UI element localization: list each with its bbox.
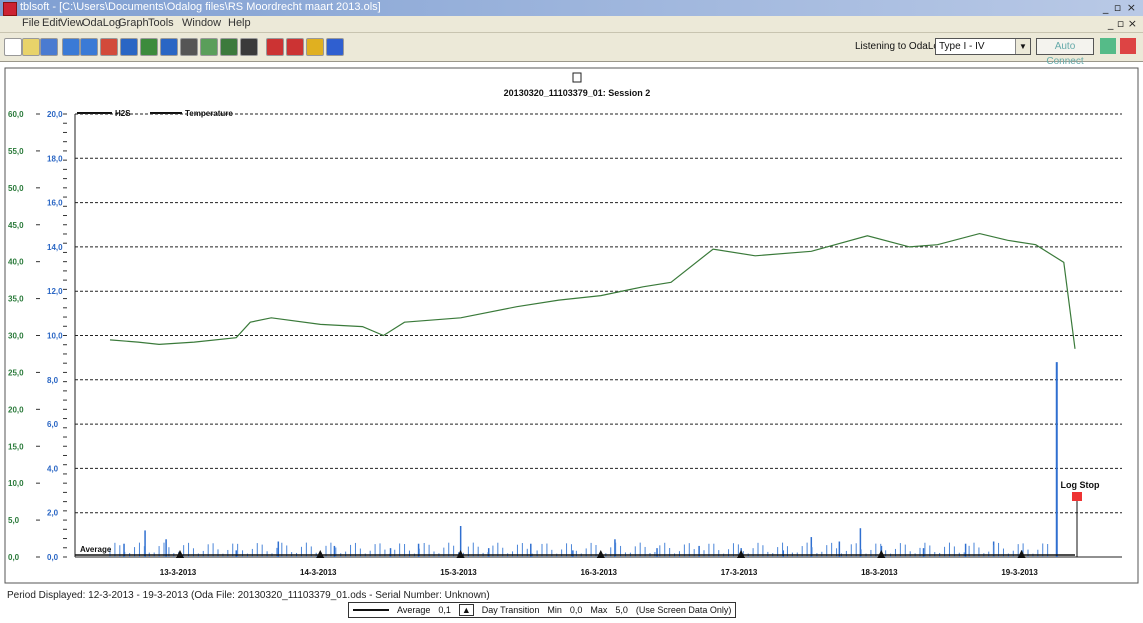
menu-item-edit[interactable]: Edit: [42, 17, 61, 29]
left-tick-label: 40,0: [8, 258, 24, 267]
min-value: 0,0: [569, 605, 583, 615]
connect-icon[interactable]: [1100, 38, 1116, 54]
menu-item-tools[interactable]: Tools: [148, 17, 174, 29]
disk-icon[interactable]: [160, 38, 178, 56]
right-tick-label: 0,0: [47, 553, 59, 562]
right-tick-label: 20,0: [47, 110, 63, 119]
menu-item-help[interactable]: Help: [228, 17, 251, 29]
print-icon[interactable]: [180, 38, 198, 56]
legend-temperature: Temperature: [185, 109, 233, 118]
save-icon[interactable]: [40, 38, 58, 56]
back-icon[interactable]: [62, 38, 80, 56]
left-tick-label: 30,0: [8, 332, 24, 341]
right-tick-label: 14,0: [47, 243, 63, 252]
open-icon[interactable]: [22, 38, 40, 56]
left-tick-label: 45,0: [8, 221, 24, 230]
right-tick-label: 12,0: [47, 287, 63, 296]
left-tick-label: 5,0: [8, 516, 20, 525]
period-displayed: Period Displayed: 12-3-2013 - 19-3-2013 …: [7, 590, 490, 601]
logger-icon[interactable]: [120, 38, 138, 56]
left-tick-label: 0,0: [8, 553, 20, 562]
flag-icon[interactable]: [286, 38, 304, 56]
x-tick-label: 14-3-2013: [300, 568, 337, 577]
window-title: tblsoft - [C:\Users\Documents\Odalog fil…: [20, 1, 381, 13]
left-tick-label: 15,0: [8, 442, 24, 451]
day-transition-marker: [176, 550, 184, 558]
right-tick-label: 8,0: [47, 376, 59, 385]
table-icon[interactable]: [220, 38, 238, 56]
x-tick-label: 18-3-2013: [861, 568, 898, 577]
help-icon[interactable]: [1120, 38, 1136, 54]
left-tick-label: 20,0: [8, 405, 24, 414]
log-stop-label: Log Stop: [1061, 480, 1100, 490]
log-stop-marker: [1072, 492, 1082, 501]
average-value: 0,1: [438, 605, 451, 615]
menu-item-file[interactable]: File: [22, 17, 40, 29]
forward-icon[interactable]: [80, 38, 98, 56]
x-tick-label: 19-3-2013: [1001, 568, 1038, 577]
right-tick-label: 4,0: [47, 464, 59, 473]
day-transition-marker: [596, 550, 605, 558]
min-label: Min: [547, 605, 562, 615]
new-icon[interactable]: [4, 38, 22, 56]
right-tick-label: 18,0: [47, 154, 63, 163]
left-tick-label: 60,0: [8, 110, 24, 119]
left-tick-label: 35,0: [8, 295, 24, 304]
average-label: Average: [397, 605, 431, 615]
x-tick-label: 16-3-2013: [581, 568, 618, 577]
right-tick-label: 6,0: [47, 420, 59, 429]
average-line-swatch: [353, 609, 389, 611]
menu-item-view[interactable]: View: [60, 17, 84, 29]
day-transition-marker: [877, 550, 886, 558]
chart-frame: [4, 67, 1139, 584]
left-tick-label: 50,0: [8, 184, 24, 193]
max-label: Max: [590, 605, 608, 615]
x-tick-label: 13-3-2013: [160, 568, 197, 577]
mdi-controls[interactable]: _ ▫ ×: [1107, 17, 1137, 30]
right-tick-label: 2,0: [47, 509, 59, 518]
info-icon[interactable]: [326, 38, 344, 56]
listening-label: Listening to OdaLog: [855, 41, 945, 52]
right-tick-label: 16,0: [47, 199, 63, 208]
logger-type-select[interactable]: Type I - IV ▼: [935, 38, 1031, 55]
menu-item-graph[interactable]: Graph: [118, 17, 149, 29]
pen-icon[interactable]: [306, 38, 324, 56]
day-transition-marker: [316, 550, 325, 558]
summary-bar: Average 0,1 ▲ Day Transition Min 0,0 Max…: [348, 602, 737, 618]
legend-h2s: H2S: [115, 109, 131, 118]
grid-icon[interactable]: [240, 38, 258, 56]
app-icon: [3, 2, 17, 16]
chart-title: 20130320_11103379_01: Session 2: [504, 88, 651, 98]
window-controls[interactable]: _ ▫ ×: [1102, 1, 1137, 14]
right-tick-label: 10,0: [47, 332, 63, 341]
left-tick-label: 25,0: [8, 368, 24, 377]
day-transition-label: Day Transition: [481, 605, 540, 615]
title-box-icon: [572, 72, 582, 83]
left-tick-label: 55,0: [8, 147, 24, 156]
home-icon[interactable]: [100, 38, 118, 56]
max-value: 5,0: [615, 605, 628, 615]
x-tick-label: 15-3-2013: [440, 568, 477, 577]
menu-item-odalog[interactable]: OdaLog: [82, 17, 122, 29]
temperature-line: [109, 232, 1076, 349]
day-transition-marker: [1017, 550, 1026, 558]
chevron-down-icon[interactable]: ▼: [1015, 39, 1030, 54]
day-transition-marker: [456, 550, 465, 558]
menu-item-window[interactable]: Window: [182, 17, 222, 29]
average-label: Average: [80, 545, 112, 554]
logger-type-value: Type I - IV: [939, 41, 985, 52]
day-transition-icon: ▲: [458, 604, 474, 616]
chart-icon[interactable]: [200, 38, 218, 56]
menu-bar: _ ▫ × File Edit View OdaLog Graph Tools Window…: [0, 16, 1143, 33]
day-transition-marker: [737, 550, 746, 558]
crosshair-icon[interactable]: [266, 38, 284, 56]
auto-connect-button[interactable]: Auto Connect: [1036, 38, 1094, 67]
left-tick-label: 10,0: [8, 479, 24, 488]
x-tick-label: 17-3-2013: [721, 568, 758, 577]
toolbar: Listening to OdaLog Type I - IV ▼ Auto C…: [0, 33, 1143, 67]
screen-data-toggle[interactable]: (Use Screen Data Only): [635, 605, 732, 615]
graph-icon[interactable]: [140, 38, 158, 56]
title-bar: tblsoft - [C:\Users\Documents\Odalog fil…: [0, 0, 1143, 16]
